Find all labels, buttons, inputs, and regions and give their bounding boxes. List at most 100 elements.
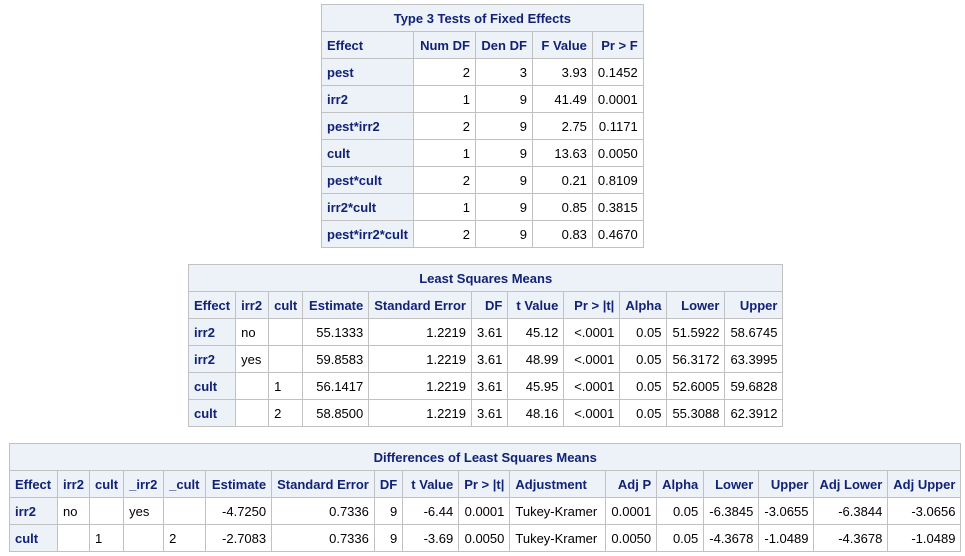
table-row: cult 2 58.8500 1.2219 3.61 48.16 <.0001 0.05 55.… (187, 399, 784, 427)
table-cell: 0.1171 (591, 112, 644, 140)
table-cell: 51.5922 (666, 318, 726, 346)
table-cell: yes (235, 345, 270, 373)
table-cell: 0.0050 (591, 139, 644, 167)
table-cell: 9 (474, 166, 533, 194)
table-cell: <.0001 (563, 345, 621, 373)
column-header: t Value (402, 470, 460, 498)
column-header: Standard Error (271, 470, 375, 498)
table-cell: 0.05 (619, 318, 668, 346)
column-header: Pr > |t| (458, 470, 511, 498)
table-cell: -3.0656 (887, 497, 962, 525)
table-cell: 9 (474, 112, 533, 140)
row-header-cell: irr2 (321, 85, 414, 113)
table-cell: 0.83 (531, 220, 593, 248)
table-row: pest*cult 2 9 0.21 0.8109 (321, 166, 644, 194)
table-cell (88, 497, 125, 525)
table-cell: 0.0050 (605, 524, 658, 552)
table-row: cult 1 56.1417 1.2219 3.61 45.95 <.0001 0.05 52.… (187, 372, 784, 400)
table-cell: -6.44 (402, 497, 460, 525)
table-row: irr2*cult 1 9 0.85 0.3815 (321, 193, 644, 221)
row-header-cell: irr2 (187, 318, 237, 346)
column-header: Upper (724, 291, 784, 319)
column-header: Alpha (656, 470, 705, 498)
table-cell: <.0001 (563, 399, 621, 427)
table-title: Differences of Least Squares Means (8, 443, 962, 471)
table-cell: 0.0001 (605, 497, 658, 525)
table-cell: 48.99 (507, 345, 565, 373)
table-cell: 2.75 (531, 112, 593, 140)
table-title: Least Squares Means (187, 264, 784, 292)
table-cell: -3.69 (402, 524, 460, 552)
column-header: Standard Error (368, 291, 472, 319)
table-cell: 62.3912 (724, 399, 784, 427)
table-cell: 1.2219 (368, 318, 472, 346)
table-cell: 2 (412, 220, 476, 248)
header-row: Effect irr2 cult _irr2 _cult Estimate St… (9, 470, 962, 498)
column-header: Adjustment (509, 470, 607, 498)
table-cell: 0.05 (619, 372, 668, 400)
table-cell (123, 524, 165, 552)
table-row: pest*irr2 2 9 2.75 0.1171 (321, 112, 644, 140)
table-cell: 3 (474, 58, 533, 86)
table-cell: 0.3815 (591, 193, 644, 221)
table-row: pest*irr2*cult 2 9 0.83 0.4670 (321, 220, 644, 248)
row-header-cell: pest*cult (321, 166, 414, 194)
table-cell: 13.63 (531, 139, 593, 167)
column-header: Adj Lower (813, 470, 889, 498)
row-header-cell: pest (321, 58, 414, 86)
table-cell: 3.61 (470, 345, 509, 373)
table-cell: -6.3845 (703, 497, 760, 525)
table-cell: 55.3088 (666, 399, 726, 427)
table-cell: -6.3844 (813, 497, 889, 525)
table-cell: 45.12 (507, 318, 565, 346)
column-header: t Value (507, 291, 565, 319)
table-cell: Tukey-Kramer (509, 524, 607, 552)
table-cell: 0.7336 (271, 497, 375, 525)
column-header: DF (470, 291, 509, 319)
table-cell: 1 (412, 139, 476, 167)
table-row: irr2 no yes -4.7250 0.7336 9 -6.44 0.0001 Tukey-… (9, 497, 962, 525)
table-cell: 9 (474, 85, 533, 113)
table-cell: 0.05 (656, 497, 705, 525)
column-header: irr2 (57, 470, 90, 498)
table-cell: -3.0655 (758, 497, 815, 525)
table-cell: 3.61 (470, 372, 509, 400)
row-header-cell: irr2 (187, 345, 237, 373)
table-cell: 1 (412, 85, 476, 113)
column-header: cult (268, 291, 304, 319)
header-row: Effect Num DF Den DF F Value Pr > F (321, 31, 644, 59)
column-header: Lower (703, 470, 760, 498)
column-header: _irr2 (123, 470, 165, 498)
table-cell: 0.0001 (591, 85, 644, 113)
table-cell: 0.0050 (458, 524, 511, 552)
table-cell: 55.1333 (302, 318, 370, 346)
table-row: irr2 yes 59.8583 1.2219 3.61 48.99 <.0001 0.05 5… (187, 345, 784, 373)
table-cell: 9 (474, 193, 533, 221)
column-header: Effect (187, 291, 237, 319)
table-row: irr2 no 55.1333 1.2219 3.61 45.12 <.0001 0.05 51… (187, 318, 784, 346)
column-header: Lower (666, 291, 726, 319)
table-cell: -1.0489 (887, 524, 962, 552)
table-cell: 9 (474, 139, 533, 167)
type3-tests-table: Type 3 Tests of Fixed Effects Effect Num… (321, 4, 644, 248)
table-cell: -4.7250 (205, 497, 273, 525)
row-header-cell: cult (187, 399, 237, 427)
table-cell: 9 (373, 524, 404, 552)
table-row: pest 2 3 3.93 0.1452 (321, 58, 644, 86)
table-cell: 63.3995 (724, 345, 784, 373)
table-cell: 56.1417 (302, 372, 370, 400)
table-cell: 1.2219 (368, 345, 472, 373)
table-cell: 41.49 (531, 85, 593, 113)
table-cell (268, 345, 304, 373)
column-header: Adj Upper (887, 470, 962, 498)
table-cell: 48.16 (507, 399, 565, 427)
column-header: Den DF (474, 31, 533, 59)
table-cell: 59.8583 (302, 345, 370, 373)
table-cell: -4.3678 (813, 524, 889, 552)
table-cell: 0.8109 (591, 166, 644, 194)
row-header-cell: pest*irr2*cult (321, 220, 414, 248)
column-header: irr2 (235, 291, 270, 319)
table-cell: 2 (163, 524, 207, 552)
column-header: _cult (163, 470, 207, 498)
table-cell: 58.8500 (302, 399, 370, 427)
